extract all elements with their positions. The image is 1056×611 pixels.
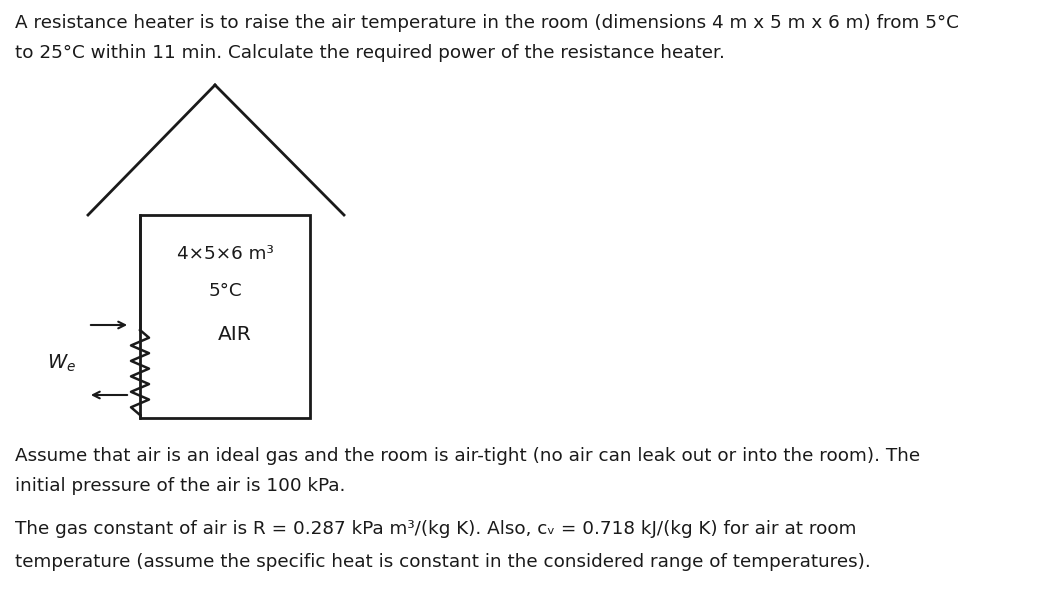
- Text: A resistance heater is to raise the air temperature in the room (dimensions 4 m : A resistance heater is to raise the air …: [15, 14, 959, 32]
- Text: to 25°C within 11 min. Calculate the required power of the resistance heater.: to 25°C within 11 min. Calculate the req…: [15, 44, 724, 62]
- Text: 5°C: 5°C: [208, 282, 242, 300]
- Text: Assume that air is an ideal gas and the room is air-tight (no air can leak out o: Assume that air is an ideal gas and the …: [15, 447, 920, 465]
- Text: $W_e$: $W_e$: [48, 353, 76, 374]
- Text: initial pressure of the air is 100 kPa.: initial pressure of the air is 100 kPa.: [15, 477, 345, 495]
- Text: The gas constant of air is R = 0.287 kPa m³/(kg K). Also, cᵥ = 0.718 kJ/(kg K) f: The gas constant of air is R = 0.287 kPa…: [15, 520, 856, 538]
- Text: temperature (assume the specific heat is constant in the considered range of tem: temperature (assume the specific heat is…: [15, 553, 871, 571]
- Text: AIR: AIR: [219, 325, 252, 344]
- Text: 4×5×6 m³: 4×5×6 m³: [176, 245, 274, 263]
